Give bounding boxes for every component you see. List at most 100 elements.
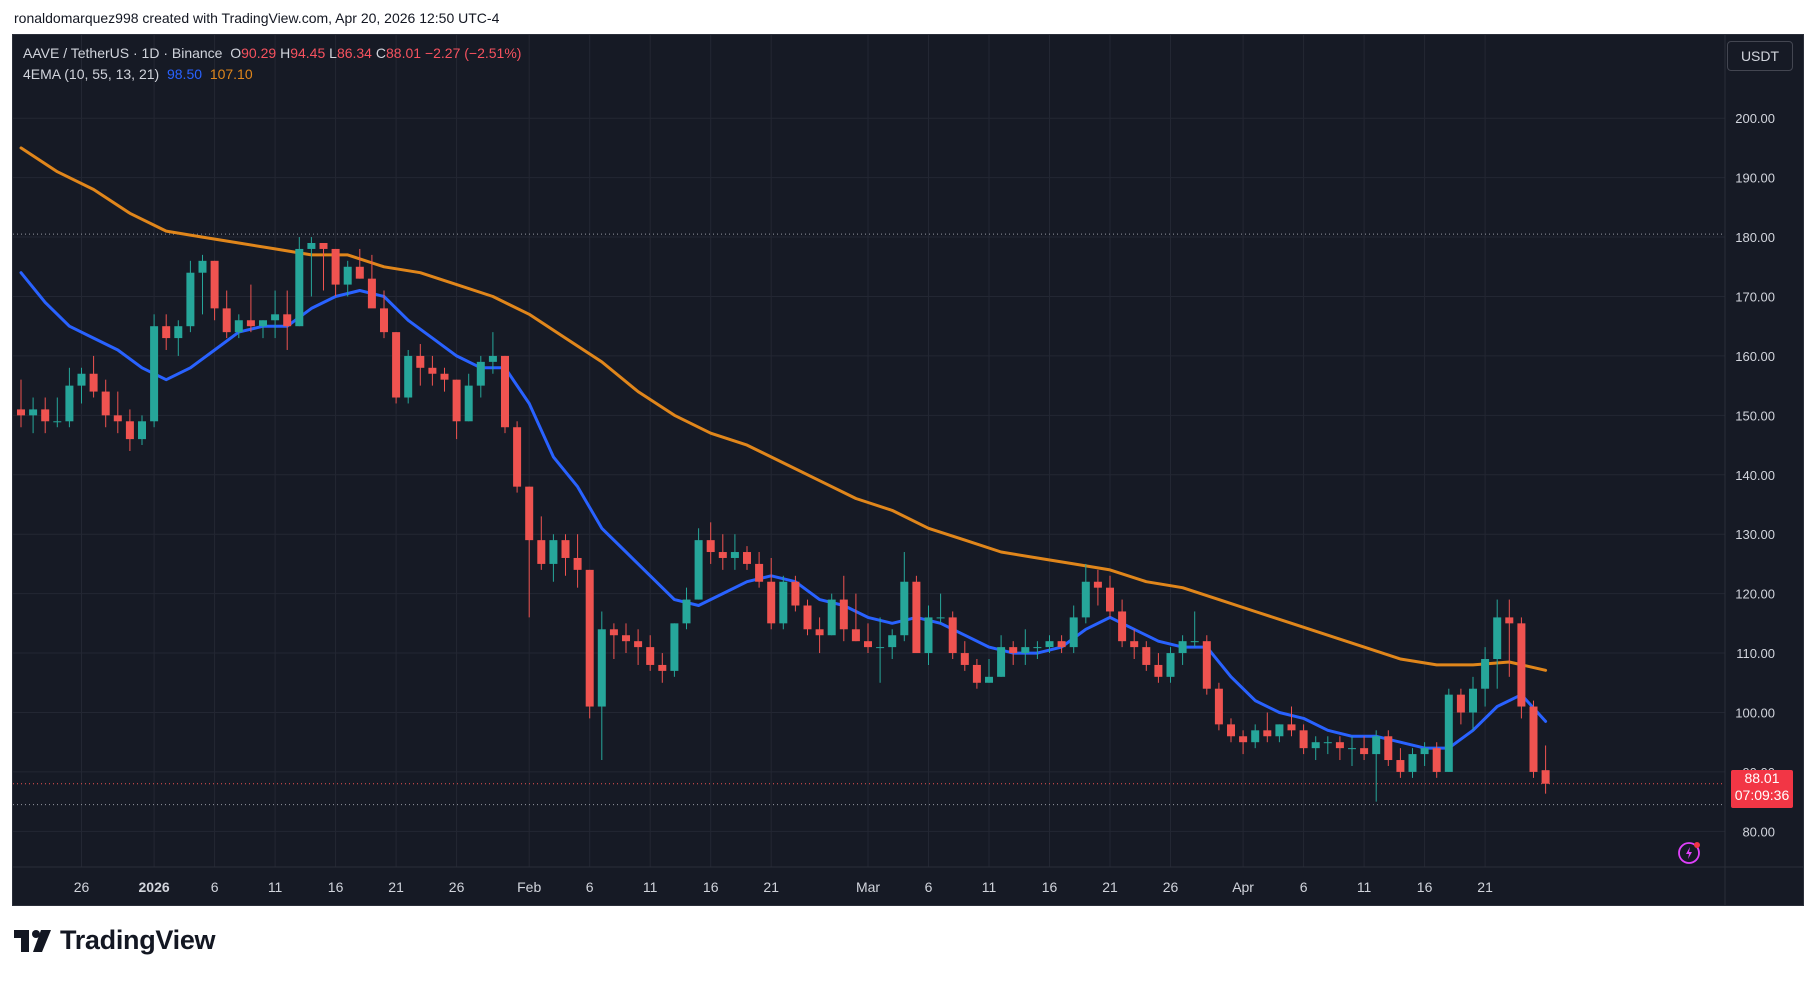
candle-down: [1106, 575, 1114, 618]
candle-up: [888, 629, 897, 659]
candle-down: [658, 653, 667, 683]
chart-panel[interactable]: 80.0090.00100.00110.00120.00130.00140.00…: [12, 34, 1804, 906]
ema-long-value: 107.10: [209, 66, 253, 82]
candle-body: [537, 540, 546, 564]
candle-body: [634, 641, 643, 648]
candle-down: [17, 379, 25, 428]
candle-body: [1323, 742, 1332, 744]
candle-body: [1517, 623, 1526, 707]
time-tick-label: Mar: [856, 879, 880, 895]
close-label: C: [375, 45, 386, 61]
candle-up: [1166, 647, 1175, 683]
time-tick-label: 21: [1102, 879, 1118, 895]
candle-down: [839, 575, 848, 642]
candle-body: [1142, 647, 1151, 665]
indicator-label[interactable]: 4EMA (10, 55, 13, 21): [23, 66, 160, 82]
price-tick-label: 120.00: [1735, 587, 1775, 602]
candle-body: [525, 486, 534, 541]
candle-body: [307, 243, 316, 249]
candle-body: [694, 540, 703, 600]
candle-up: [464, 373, 473, 422]
candle-body: [1481, 659, 1490, 689]
candle-down: [791, 575, 800, 612]
brand-logo[interactable]: TradingView: [14, 925, 216, 956]
candle-down: [222, 290, 231, 339]
candle-body: [29, 409, 38, 416]
candle-body: [851, 629, 860, 642]
candle-up: [295, 237, 304, 327]
candle-down: [1142, 641, 1151, 671]
candle-body: [1493, 617, 1502, 659]
candle-body: [718, 552, 727, 558]
candle-body: [17, 409, 25, 416]
alert-clock-icon[interactable]: [1676, 840, 1702, 866]
candle-body: [1360, 748, 1369, 755]
candle-body: [1021, 647, 1030, 654]
candle-body: [198, 260, 207, 273]
time-tick-label: Feb: [517, 879, 541, 895]
candle-down: [767, 557, 776, 630]
candle-body: [89, 373, 98, 392]
candle-down: [1093, 569, 1102, 606]
candle-down: [1130, 629, 1139, 659]
time-tick-label: 16: [1417, 879, 1433, 895]
candle-body: [1287, 724, 1296, 731]
low-label: L: [329, 45, 337, 61]
candle-down: [960, 641, 969, 671]
candle-body: [404, 355, 413, 398]
low-value: 86.34: [336, 45, 372, 61]
candle-down: [428, 355, 437, 386]
candle-body: [1299, 730, 1308, 749]
candle-body: [259, 320, 267, 327]
candle-up: [1323, 736, 1332, 755]
candle-down: [501, 355, 509, 434]
indicator-legend: 4EMA (10, 55, 13, 21) 98.50 107.10: [23, 64, 521, 85]
candle-body: [670, 623, 679, 671]
candle-down: [283, 290, 292, 350]
candle-body: [912, 581, 921, 654]
time-tick-label: 2026: [139, 879, 170, 895]
candle-body: [1432, 748, 1441, 772]
price-chart[interactable]: 80.0090.00100.00110.00120.00130.00140.00…: [13, 35, 1803, 905]
candle-up: [53, 397, 62, 428]
candle-down: [803, 599, 812, 636]
price-tick-label: 190.00: [1735, 171, 1775, 186]
last-price-label: 88.01 07:09:36: [1731, 770, 1793, 808]
candle-down: [1227, 718, 1235, 743]
candle-body: [573, 557, 582, 570]
candle-up: [1444, 688, 1453, 772]
time-tick-label: 21: [388, 879, 404, 895]
candle-down: [440, 367, 449, 392]
candle-up: [936, 593, 945, 624]
symbol-label[interactable]: AAVE / TetherUS · 1D · Binance: [23, 45, 223, 61]
candle-down: [864, 623, 872, 654]
time-tick-label: Apr: [1232, 879, 1254, 895]
candle-up: [670, 623, 679, 677]
candle-down: [1118, 599, 1127, 648]
candle-body: [1214, 688, 1223, 725]
candle-up: [488, 332, 497, 374]
candle-down: [113, 391, 122, 434]
candle-body: [392, 332, 401, 398]
tradingview-logo-icon: [14, 929, 51, 952]
candle-body: [779, 581, 788, 624]
time-axis: 26 2026 6 11 16 21 26 Feb 6 11 16 21 Mar 6 11 16 21 26 Apr…: [13, 866, 1803, 895]
candle-body: [355, 266, 364, 279]
time-tick-label: 11: [1357, 879, 1372, 895]
candle-down: [452, 379, 461, 440]
candle-down: [1263, 712, 1272, 743]
candle-up: [549, 534, 558, 582]
candle-body: [936, 617, 945, 619]
ema-short-line: [19, 271, 1548, 750]
candle-body: [150, 326, 159, 422]
high-label: H: [280, 45, 291, 61]
candle-body: [162, 326, 171, 339]
candle-down: [743, 546, 751, 570]
candle-body: [743, 552, 751, 564]
chart-legend: AAVE / TetherUS · 1D · Binance O90.29 H9…: [23, 43, 521, 85]
candle-body: [1033, 647, 1042, 649]
candle-up: [1021, 629, 1030, 665]
currency-button[interactable]: USDT: [1727, 41, 1793, 71]
candle-body: [464, 385, 473, 422]
candle-body: [585, 569, 594, 707]
